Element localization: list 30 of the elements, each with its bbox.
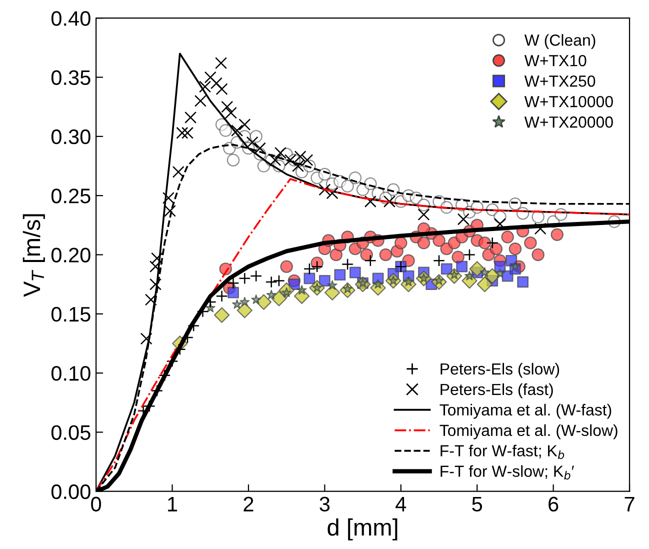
x-tick-label: 7	[624, 496, 634, 512]
legend-label: W+TX20000	[524, 116, 613, 128]
y-tick-label: 0.00	[51, 484, 90, 500]
x-tick-label: 2	[244, 496, 254, 512]
y-tick-label: 0.10	[51, 366, 90, 381]
y-axis-title: V$_{T}$ [m/s]	[22, 214, 45, 297]
y-tick-label: 0.25	[51, 188, 90, 204]
x-tick-label: 4	[396, 496, 406, 512]
y-tick-label: 0.35	[51, 70, 90, 86]
legend-label: Tomiyama et al. (W-fast)	[440, 404, 612, 419]
y-tick-label: 0.20	[51, 248, 90, 262]
legend-label: F-T for W-slow; K$_{b}$′	[440, 465, 574, 480]
x-tick-label: 3	[320, 496, 330, 512]
legend-label: Peters-Els (slow)	[440, 362, 560, 378]
x-axis-title: d [mm]	[328, 518, 398, 540]
x-tick-label: 0	[91, 496, 102, 512]
legend-label: W+TX10	[524, 54, 586, 66]
x-tick-label: 6	[548, 496, 558, 512]
legend-label: Tomiyama et al. (W-slow)	[440, 424, 618, 440]
legend-label: W+TX250	[524, 75, 596, 87]
y-tick-label: 0.05	[51, 425, 90, 440]
legend-label: W+TX10000	[524, 96, 613, 108]
x-tick-label: 1	[168, 496, 178, 512]
legend-label: F-T for W-fast; K$_{b}$	[440, 444, 564, 460]
y-tick-label: 0.40	[51, 11, 90, 26]
legend-label: Peters-Els (fast)	[440, 383, 553, 398]
legend-label: W (Clean)	[524, 34, 596, 49]
y-tick-label: 0.30	[51, 129, 90, 144]
y-tick-label: 0.15	[51, 306, 90, 322]
x-tick-label: 5	[472, 496, 482, 512]
